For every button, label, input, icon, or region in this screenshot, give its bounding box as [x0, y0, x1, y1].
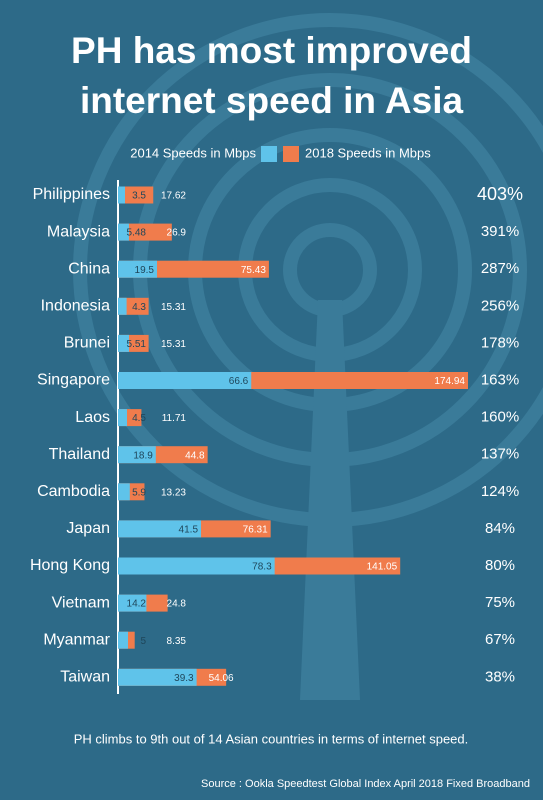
value-label-2018: 17.62: [161, 191, 186, 202]
category-label: Indonesia: [41, 298, 110, 315]
value-label-2018: 26.9: [167, 228, 187, 239]
chart-title: PH has most improved internet speed in A…: [71, 30, 472, 121]
bar-2018: [118, 223, 172, 241]
category-label: Singapore: [37, 372, 110, 389]
category-label: Cambodia: [37, 483, 110, 500]
value-label-2018: 174.94: [434, 376, 465, 387]
bar-2014: [118, 372, 252, 389]
change-label: 75%: [485, 594, 515, 611]
change-label: 163%: [481, 371, 519, 388]
bar-2014: [118, 260, 158, 278]
change-label: 84%: [485, 520, 515, 537]
change-label: 67%: [485, 631, 515, 648]
value-label-2018: 54.06: [209, 673, 234, 684]
value-label-2018: 8.35: [167, 636, 187, 647]
source: Source : Ookla Speedtest Global Index Ap…: [201, 778, 530, 790]
bar-2014: [118, 520, 202, 538]
change-label: 178%: [481, 334, 519, 351]
bar-2014: [118, 334, 130, 352]
value-label-2014: 14.2: [127, 599, 147, 610]
value-label-2014: 39.3: [174, 673, 194, 684]
category-label: Taiwan: [60, 669, 110, 686]
category-label: Philippines: [33, 186, 110, 203]
value-label-2018: 24.8: [167, 599, 187, 610]
legend-label: 2018 Speeds in Mbps: [305, 145, 431, 160]
value-label-2014: 4.3: [132, 302, 146, 313]
category-label: Malaysia: [47, 223, 110, 240]
change-label: 287%: [481, 260, 519, 277]
legend-swatch: [283, 146, 299, 162]
change-label: 80%: [485, 557, 515, 574]
legend-label: 2014 Speeds in Mbps: [130, 145, 256, 160]
value-label-2014: 18.9: [133, 450, 153, 461]
bar-2014: [118, 668, 197, 686]
category-label: Japan: [66, 520, 110, 537]
change-label: 391%: [481, 223, 519, 240]
bar-2014: [118, 223, 129, 241]
value-label-2018: 44.8: [185, 450, 205, 461]
value-label-2018: 76.31: [243, 525, 268, 536]
bar-2014: [118, 594, 147, 612]
category-label: Laos: [75, 409, 110, 426]
bar-2014: [118, 409, 128, 427]
change-label: 137%: [481, 446, 519, 463]
change-label: 256%: [481, 297, 519, 314]
category-label: Thailand: [49, 446, 110, 463]
change-label: 403%: [477, 184, 523, 204]
legend-swatch: [261, 146, 277, 162]
value-label-2014: 5.9: [132, 487, 146, 498]
bar-2018: [118, 186, 154, 204]
bar-2014: [118, 483, 130, 501]
category-label: Myanmar: [43, 631, 110, 648]
category-label: Hong Kong: [30, 557, 110, 574]
bar-2014: [118, 446, 156, 464]
value-label-2014: 3.5: [132, 191, 146, 202]
value-label-2018: 75.43: [241, 265, 266, 276]
bar-2014: [118, 557, 275, 575]
category-label: Vietnam: [52, 594, 110, 611]
tower-decoration: [300, 300, 360, 700]
bar-2014: [118, 186, 126, 204]
value-label-2014: 66.6: [229, 376, 249, 387]
category-label: Brunei: [64, 335, 110, 352]
change-label: 38%: [485, 668, 515, 685]
value-label-2018: 15.31: [161, 302, 186, 313]
bar-2014: [118, 297, 127, 315]
value-label-2014: 5.48: [127, 228, 147, 239]
bar-2014: [118, 631, 129, 649]
value-label-2014: 5: [140, 636, 146, 647]
note: PH climbs to 9th out of 14 Asian countri…: [74, 731, 469, 746]
value-label-2014: 78.3: [252, 562, 272, 573]
value-label-2014: 4.5: [132, 413, 146, 424]
value-label-2018: 141.05: [367, 562, 398, 573]
change-label: 124%: [481, 483, 519, 500]
category-label: China: [68, 260, 110, 277]
value-label-2014: 5.51: [127, 339, 147, 350]
change-label: 160%: [481, 409, 519, 426]
value-label-2014: 19.5: [135, 265, 155, 276]
value-label-2018: 13.23: [161, 487, 186, 498]
value-label-2018: 11.71: [162, 413, 187, 424]
value-label-2014: 41.5: [179, 525, 199, 536]
value-label-2018: 15.31: [161, 339, 186, 350]
